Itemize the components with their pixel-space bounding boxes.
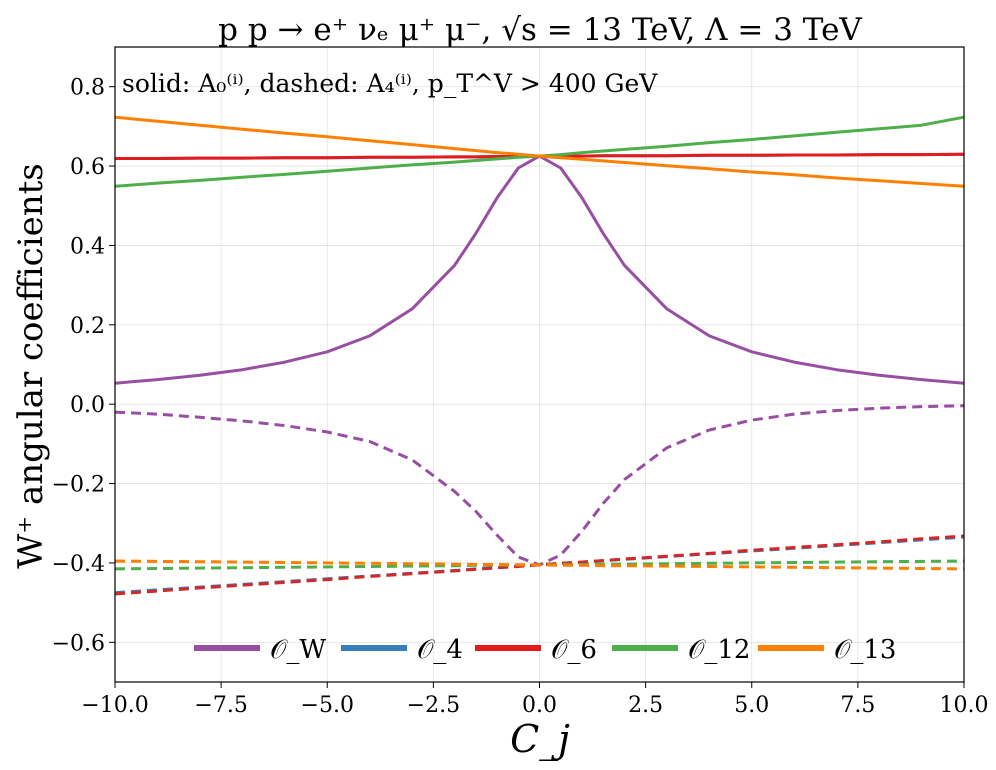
y-tick-label: 0.2 <box>70 314 105 339</box>
legend-label: 𝒪_4 <box>417 635 463 665</box>
y-tick-label: 0.8 <box>70 76 105 101</box>
grid-lines <box>114 47 965 682</box>
legend-label: 𝒪_13 <box>834 635 896 665</box>
y-tick-label: 0.6 <box>70 155 105 180</box>
series-lines <box>114 115 965 596</box>
chart-annotation: solid: A₀⁽ⁱ⁾, dashed: A₄⁽ⁱ⁾, p_T^V > 400… <box>122 69 658 98</box>
x-tick-label: 7.5 <box>840 693 875 718</box>
legend-label: 𝒪_W <box>270 635 326 665</box>
x-axis-label: C_j <box>510 717 570 762</box>
series-line <box>114 115 965 188</box>
y-tick-label: −0.4 <box>52 552 105 577</box>
y-axis-label: W⁺ angular coefficients <box>11 163 51 568</box>
x-tick-label: −10.0 <box>81 693 148 718</box>
series-line <box>114 559 965 571</box>
y-tick-label: 0.4 <box>70 234 105 259</box>
x-tick-label: 2.5 <box>628 693 663 718</box>
x-tick-label: 10.0 <box>940 693 989 718</box>
x-tick-label: 0.0 <box>522 693 557 718</box>
legend-label: 𝒪_6 <box>551 635 597 665</box>
x-tick-label: −5.0 <box>301 693 354 718</box>
legend: 𝒪_W 𝒪_4 𝒪_6 𝒪_12 𝒪_13 <box>194 635 896 665</box>
x-tick-label: −7.5 <box>194 693 247 718</box>
legend-label: 𝒪_12 <box>688 635 750 665</box>
x-tick-label: −2.5 <box>407 693 460 718</box>
chart-title: p p → e⁺ νₑ μ⁺ μ⁻, √s = 13 TeV, Λ = 3 Te… <box>218 12 862 48</box>
x-tick-label: 5.0 <box>734 693 769 718</box>
y-tick-label: −0.2 <box>52 473 105 498</box>
axis-ticks: −10.0 −7.5 −5.0 −2.5 0.0 2.5 5.0 7.5 10.0 −0.6 −0.… <box>52 76 989 718</box>
y-tick-label: −0.6 <box>52 631 105 656</box>
y-tick-label: 0.0 <box>70 393 105 418</box>
